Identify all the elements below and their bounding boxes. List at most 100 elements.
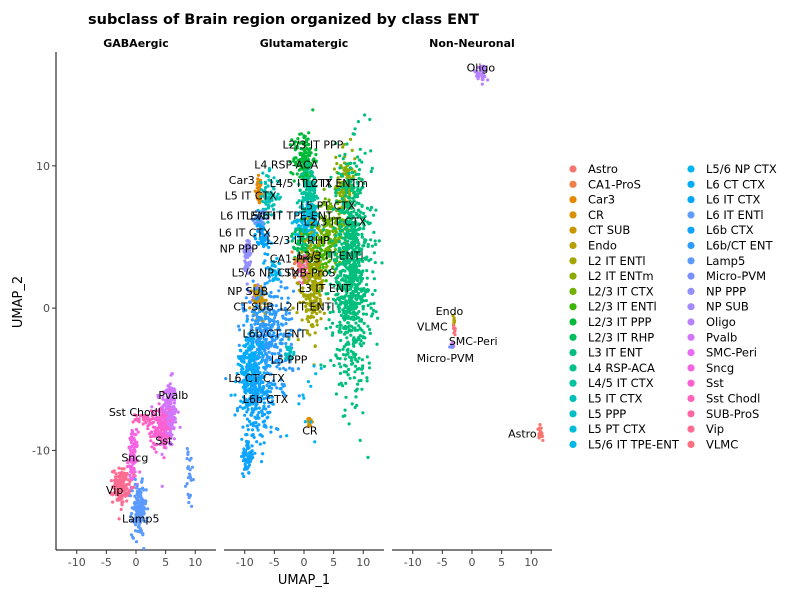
data-point [291, 236, 295, 240]
data-point [304, 232, 309, 236]
data-point [245, 424, 250, 428]
cluster-lamp5 [183, 447, 195, 508]
data-point [267, 363, 271, 368]
data-point [306, 419, 310, 423]
data-point [321, 262, 325, 266]
data-point [161, 411, 165, 415]
data-point [279, 280, 283, 284]
data-point [300, 286, 305, 290]
data-point [294, 212, 298, 216]
data-point [332, 250, 336, 254]
data-point [295, 311, 299, 315]
data-point [267, 239, 271, 243]
data-point [162, 416, 166, 420]
data-point [338, 326, 342, 330]
cluster-label: Car3 [229, 174, 255, 187]
data-point [308, 196, 312, 200]
data-point [246, 440, 250, 444]
data-point [328, 240, 332, 244]
legend-label: L2 IT ENTm [588, 269, 654, 283]
legend-key [569, 180, 577, 188]
data-point [336, 176, 340, 180]
data-point [361, 211, 366, 215]
data-point [156, 395, 160, 400]
data-point [307, 228, 311, 233]
data-point [307, 131, 311, 135]
data-point [297, 199, 301, 203]
data-point [346, 347, 350, 351]
data-point [347, 328, 351, 332]
data-point [296, 158, 300, 162]
data-point [319, 317, 323, 321]
data-point [247, 359, 251, 364]
data-point [350, 170, 354, 175]
cluster-label: NP PPP [220, 242, 259, 255]
data-point [185, 447, 189, 451]
data-point [162, 403, 166, 407]
data-point [362, 240, 366, 245]
data-point [351, 254, 356, 258]
data-point [163, 419, 167, 423]
data-point [304, 154, 308, 158]
data-point [313, 198, 317, 202]
data-point [452, 331, 456, 335]
data-point [357, 379, 361, 383]
data-point [122, 471, 127, 475]
data-point [277, 261, 281, 265]
data-point [357, 227, 361, 231]
data-point [162, 456, 166, 460]
data-point [352, 161, 357, 165]
data-point [113, 475, 118, 479]
data-point [305, 173, 309, 177]
data-point [276, 277, 280, 281]
data-point [350, 200, 354, 204]
data-point [292, 159, 296, 163]
data-point [335, 162, 339, 166]
data-point [295, 201, 299, 205]
legend-key [687, 364, 695, 372]
data-point [361, 307, 365, 311]
data-point [312, 257, 317, 261]
data-point [347, 251, 351, 256]
legend-label: NP PPP [706, 284, 746, 298]
data-point [301, 158, 305, 162]
data-point [313, 273, 317, 277]
legend-label: Sst [706, 376, 724, 390]
data-point [261, 171, 265, 175]
data-point [369, 306, 373, 310]
data-point [360, 216, 364, 220]
data-point [278, 367, 282, 371]
data-point [311, 250, 315, 254]
data-point [284, 317, 288, 321]
data-point [313, 440, 317, 444]
cluster-label: L2/3 IT PPP [283, 138, 344, 151]
data-point [315, 312, 319, 316]
legend-label: L6 IT ENTl [706, 208, 764, 222]
data-point [272, 187, 276, 191]
data-point [266, 206, 271, 210]
data-point [297, 255, 301, 259]
data-point [336, 292, 340, 296]
data-point [318, 228, 322, 232]
data-point [348, 166, 352, 170]
legend-item: L5 PT CTX [569, 422, 646, 436]
data-point [149, 439, 153, 443]
data-point [374, 242, 378, 247]
data-point [354, 223, 358, 227]
data-point [337, 209, 341, 213]
data-point [318, 310, 322, 314]
data-point [114, 472, 118, 476]
data-point [254, 386, 258, 390]
data-point [309, 292, 313, 296]
data-point [331, 331, 335, 335]
legend-item: L6b CTX [687, 223, 754, 237]
data-point [262, 236, 266, 240]
data-point [110, 470, 115, 474]
data-point [305, 198, 309, 202]
data-point [186, 465, 190, 469]
data-point [298, 266, 302, 270]
data-point [357, 202, 361, 206]
data-point [337, 310, 341, 314]
data-point [310, 269, 314, 273]
data-point [339, 338, 343, 343]
